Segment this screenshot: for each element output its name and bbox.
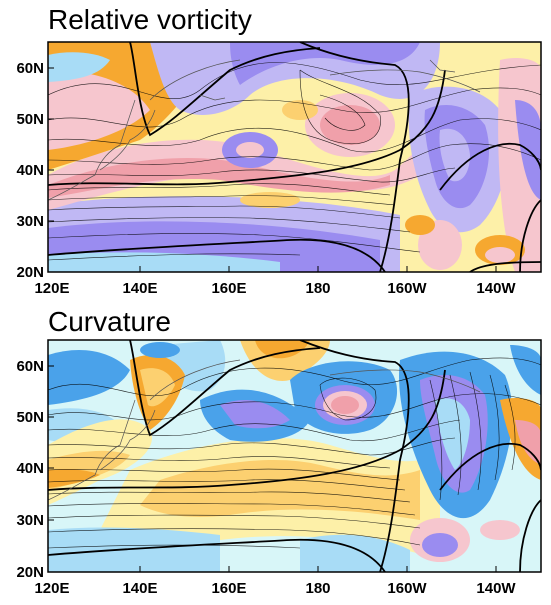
panel-2-ticks: [47, 365, 497, 572]
panel-1-lat-label: 20N: [16, 264, 44, 281]
panel-2-lon-label: 180: [305, 580, 330, 597]
panel-1-contours: [48, 42, 541, 272]
panel-1-lon-label: 160W: [387, 280, 427, 297]
panel-2-lon-label: 120E: [34, 580, 69, 597]
panel-2-lon-label: 160E: [211, 580, 246, 597]
panel-1-lat-label: 40N: [16, 162, 44, 179]
panel-2-contours: [48, 340, 541, 572]
panel-2-longitude-labels: 120E 140E 160E 180 160W 140W: [34, 580, 516, 597]
panel-2-lat-label: 60N: [16, 358, 44, 375]
panel-2-map: 60N 50N 40N 30N 20N 120E 140E 160E 180 1…: [16, 339, 542, 597]
panel-2-frame: [47, 339, 542, 573]
panel-2-latitude-labels: 60N 50N 40N 30N 20N: [16, 358, 44, 581]
panel-2-coastlines: [48, 359, 481, 501]
panel-2-shading: [48, 340, 541, 572]
panel-1-longitude-labels: 120E 140E 160E 180 160W 140W: [34, 280, 516, 297]
panel-2-lat-label: 20N: [16, 564, 44, 581]
panel-1-lon-label: 160E: [211, 280, 246, 297]
panel-1-lon-label: 120E: [34, 280, 69, 297]
panel-2-lat-label: 40N: [16, 460, 44, 477]
panel-2-lon-label: 140E: [122, 580, 157, 597]
panel-2-lon-label: 140W: [476, 580, 516, 597]
panel-1-lon-label: 140W: [476, 280, 516, 297]
panel-1-coastlines: [48, 59, 481, 201]
panel-1-frame: [47, 41, 542, 273]
panel-2-lon-label: 160W: [387, 580, 427, 597]
panel-1-lon-label: 180: [305, 280, 330, 297]
panel-1-ticks: [47, 67, 497, 272]
panel-1-map: 60N 50N 40N 30N 20N 120E 140E 160E 180 1…: [16, 41, 542, 297]
panel-1-title: Relative vorticity: [48, 4, 252, 35]
panel-1-lat-label: 50N: [16, 111, 44, 128]
panel-1-lat-label: 60N: [16, 60, 44, 77]
panel-2-title: Curvature: [48, 306, 171, 337]
panel-1-lon-label: 140E: [122, 280, 157, 297]
panel-1-lat-label: 30N: [16, 213, 44, 230]
panel-1-latitude-labels: 60N 50N 40N 30N 20N: [16, 60, 44, 281]
panel-2-lat-label: 50N: [16, 409, 44, 426]
panel-2-lat-label: 30N: [16, 512, 44, 529]
panel-1-shading: [48, 42, 541, 272]
